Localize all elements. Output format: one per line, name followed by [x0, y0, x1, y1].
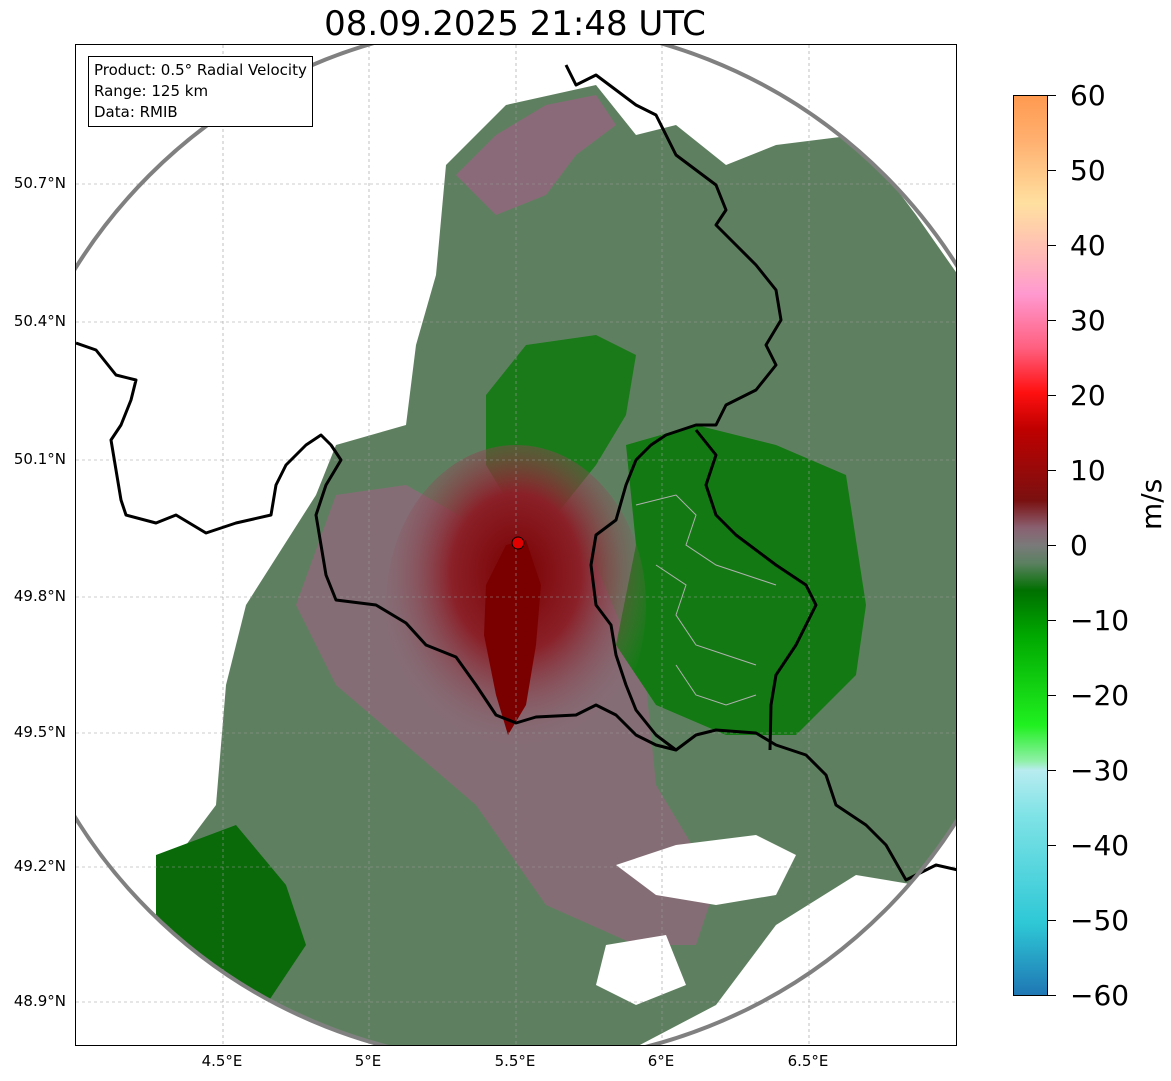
colorbar-tick	[1048, 770, 1056, 771]
lon-label: 4.5°E	[201, 1052, 243, 1070]
lat-label: 50.1°N	[13, 450, 66, 468]
colorbar-tick	[1048, 320, 1056, 321]
outbound-max	[484, 540, 541, 735]
colorbar-label: 30	[1070, 304, 1106, 337]
lat-label: 49.5°N	[13, 723, 66, 741]
colorbar-label: −60	[1070, 979, 1130, 1012]
colorbar-tick	[1048, 245, 1056, 246]
info-product: Product: 0.5° Radial Velocity	[94, 61, 307, 79]
colorbar-tick	[1048, 620, 1056, 621]
country-borders	[76, 64, 956, 882]
info-box: Product: 0.5° Radial Velocity Range: 125…	[88, 56, 313, 127]
colorbar-label: 10	[1070, 454, 1106, 487]
lat-label: 49.8°N	[13, 587, 66, 605]
colorbar-tick	[1048, 545, 1056, 546]
colorbar-label: 0	[1070, 529, 1088, 562]
lat-label: 49.2°N	[13, 857, 66, 875]
district-borders	[635, 494, 777, 706]
colorbar-label: 40	[1070, 229, 1106, 262]
mauve-north	[456, 95, 616, 215]
colorbar-label: −10	[1070, 604, 1130, 637]
colorbar-tick	[1048, 695, 1056, 696]
colorbar-label: −20	[1070, 679, 1130, 712]
radar-site-marker[interactable]	[511, 536, 525, 550]
colorbar-label: −40	[1070, 829, 1130, 862]
colorbar-tick	[1048, 845, 1056, 846]
colorbar-tick	[1048, 470, 1056, 471]
colorbar-tick	[1048, 995, 1056, 996]
colorbar-label: 50	[1070, 154, 1106, 187]
lon-label: 5°E	[354, 1052, 382, 1070]
echo-gap-south	[616, 835, 796, 905]
echo-gap-south-2	[596, 935, 686, 1005]
inbound-east	[616, 425, 866, 735]
lat-label: 48.9°N	[13, 992, 66, 1010]
colorbar-unit: m/s	[1135, 478, 1168, 530]
lat-label: 50.7°N	[13, 174, 66, 192]
info-source: Data: RMIB	[94, 103, 178, 121]
colorbar-tick	[1048, 170, 1056, 171]
colorbar-label: −50	[1070, 904, 1130, 937]
lon-label: 5.5°E	[494, 1052, 536, 1070]
colorbar-tick	[1048, 920, 1056, 921]
colorbar-label: 20	[1070, 379, 1106, 412]
lon-label: 6°E	[647, 1052, 675, 1070]
radar-map[interactable]	[75, 44, 957, 1046]
map-title: 08.09.2025 21:48 UTC	[324, 4, 706, 44]
info-range: Range: 125 km	[94, 82, 209, 100]
radar-map-canvas	[76, 45, 956, 1045]
colorbar-tick	[1048, 395, 1056, 396]
colorbar-label: −30	[1070, 754, 1130, 787]
lat-label: 50.4°N	[13, 312, 66, 330]
lon-label: 6.5°E	[787, 1052, 829, 1070]
colorbar	[1013, 95, 1048, 996]
colorbar-label: 60	[1070, 79, 1106, 112]
colorbar-tick	[1048, 95, 1056, 96]
